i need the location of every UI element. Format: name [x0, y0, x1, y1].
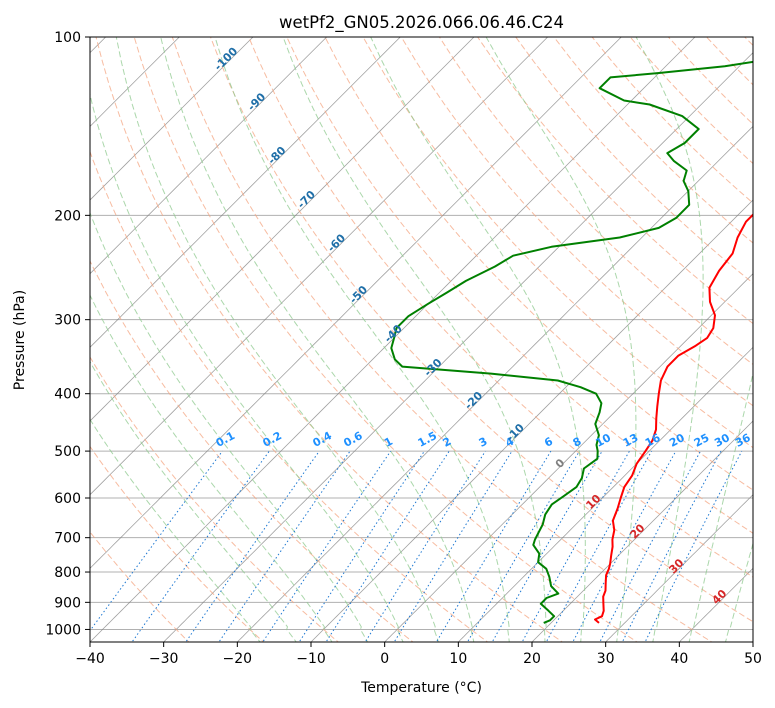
mixing-ratio-line: [572, 450, 677, 642]
x-tick-label: 10: [449, 651, 467, 667]
moist-adiabat-line: [485, 37, 637, 642]
isotherm-line: [90, 37, 696, 642]
dry-adiabat-line: [324, 37, 753, 491]
mixing-ratio-line: [466, 450, 580, 642]
isotherm-line: [163, 52, 753, 642]
x-tick-label: 0: [380, 651, 389, 667]
moist-adiabat-line: [160, 37, 475, 642]
x-tick-label: −10: [296, 651, 326, 667]
isotherm-line: [90, 37, 475, 422]
x-tick-label: 30: [597, 651, 615, 667]
mixing-ratio-line: [621, 450, 722, 642]
dry-adiabat-line: [400, 37, 753, 407]
x-tick-label: 20: [523, 651, 541, 667]
moist-adiabat-line: [115, 37, 439, 642]
mixing-ratio-line: [90, 450, 223, 632]
isotherm-line: [90, 37, 622, 569]
y-tick-label: 500: [54, 444, 81, 460]
moist-adiabat-line: [370, 37, 586, 642]
x-tick-label: −20: [223, 651, 253, 667]
moist-adiabat-line: [90, 92, 404, 642]
mixing-ratio-line: [599, 450, 701, 642]
dewpoint-trace: [390, 60, 753, 624]
dry-adiabat-line: [90, 259, 414, 642]
dry-adiabat-line: [90, 356, 339, 642]
mixing-ratio-label: 20: [667, 431, 687, 450]
mixing-ratio-label: 13: [621, 431, 641, 450]
y-tick-label: 300: [54, 313, 81, 329]
isotherm-line: [236, 125, 753, 642]
x-tick-label: 40: [670, 651, 688, 667]
temperature-trace: [594, 213, 753, 624]
dry-adiabat-line: [362, 37, 753, 449]
y-tick-label: 1000: [45, 622, 81, 638]
dry-adiabat-line: [95, 37, 564, 642]
dry-adiabat-line: [90, 445, 265, 642]
moist-adiabat-line: [90, 360, 297, 642]
y-tick-label: 600: [54, 491, 81, 507]
moist-adiabat-line: [214, 37, 510, 642]
mixing-ratio-line: [364, 450, 486, 642]
axes: −40 −30 −20 −10 0 10 20 30 40 50 100 200 300 400 500 60…: [45, 30, 762, 667]
mixing-ratio-label: 10: [593, 431, 613, 450]
isotherm-line: [531, 420, 753, 642]
moist-adiabat-line: [90, 418, 261, 642]
x-tick-label: −30: [149, 651, 179, 667]
mixing-ratio-line: [325, 450, 450, 642]
y-tick-label: 200: [54, 208, 81, 224]
dry-adiabat-line: [90, 150, 489, 642]
x-tick-label: −40: [75, 651, 105, 667]
dry-adiabat-line: [133, 37, 638, 642]
dry-adiabat-line: [171, 37, 713, 642]
isotherm-line: [310, 199, 753, 642]
isotherm-line: [384, 273, 753, 642]
y-axis-title: Pressure (hPa): [12, 290, 28, 390]
x-tick-label: 50: [744, 651, 762, 667]
sounding-traces: [390, 60, 753, 624]
x-axis-title: Temperature (°C): [360, 680, 482, 696]
mixing-ratio-line: [131, 450, 270, 642]
mixing-ratio-line: [393, 450, 513, 642]
mixing-ratio-label: 16: [643, 431, 663, 450]
y-tick-label: 700: [54, 531, 81, 547]
moist-adiabat-line: [90, 211, 369, 642]
mixing-ratio-line: [185, 450, 320, 642]
dry-adiabat-line: [210, 37, 753, 623]
dry-adiabat-line: [90, 531, 190, 642]
isotherm-line: [90, 37, 401, 348]
chart-title: wetPf2_GN05.2026.066.06.46.C24: [279, 13, 564, 33]
moist-adiabat-line: [282, 37, 547, 642]
mixing-ratio-label: 25: [692, 431, 712, 450]
moist-adiabat-line: [90, 294, 333, 642]
mixing-ratio-line: [298, 450, 425, 642]
mixing-ratio-line: [262, 450, 392, 642]
isotherm-line: [678, 567, 753, 642]
y-tick-label: 800: [54, 565, 81, 581]
y-tick-label: 900: [54, 595, 81, 611]
isotherm-line: [457, 346, 753, 642]
mixing-ratio-label: 30: [712, 431, 732, 450]
isotherm-line: [605, 494, 753, 642]
y-tick-label: 400: [54, 387, 81, 403]
background-lines: [90, 37, 753, 642]
mixing-ratio-label: 36: [733, 431, 753, 450]
mixing-ratio-line: [218, 450, 351, 642]
plot-frame: [89, 36, 754, 643]
dry-adiabat-line: [248, 37, 753, 578]
y-tick-label: 100: [54, 30, 81, 46]
moist-adiabat-line: [635, 37, 704, 642]
